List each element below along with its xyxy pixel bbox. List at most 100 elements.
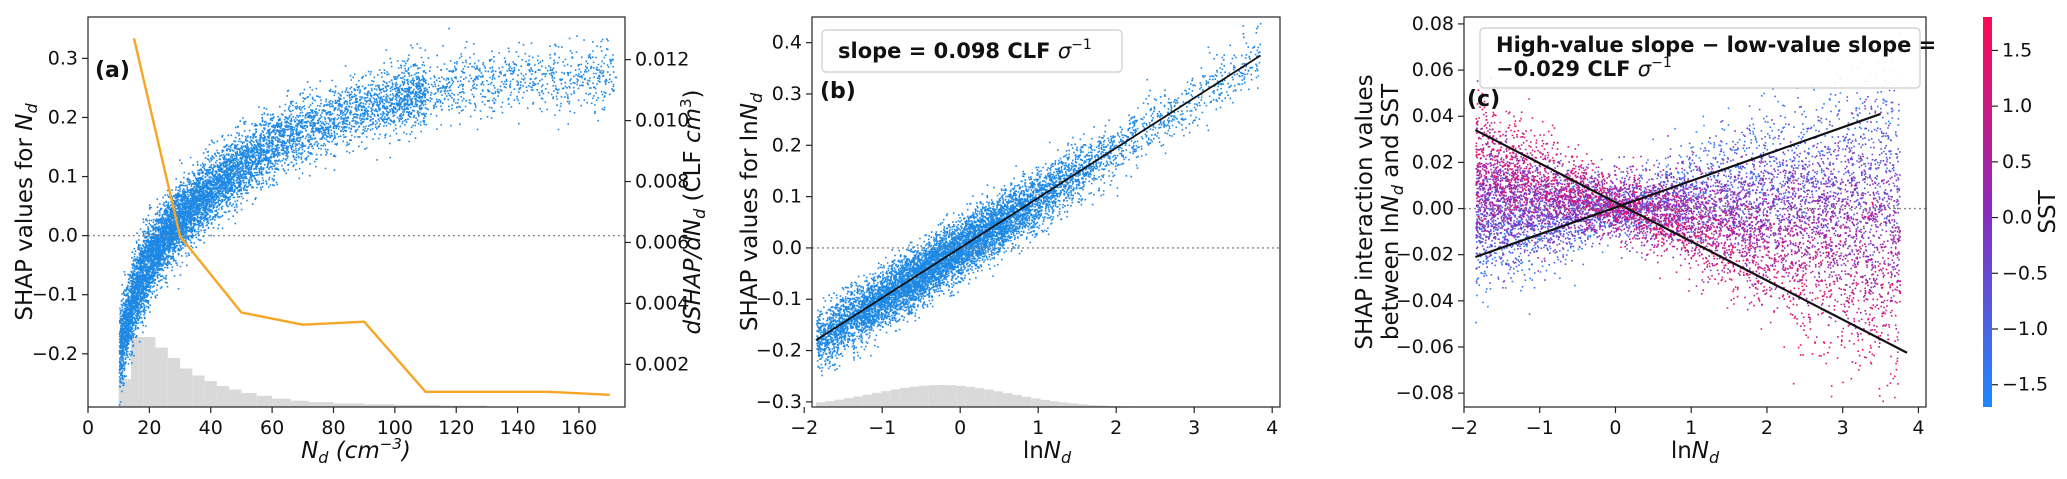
panel-c-ytick-label: 0.08 [1412, 13, 1454, 35]
panel-c-ytick-label: 0.00 [1412, 198, 1454, 220]
panel-b-ytick-label: 0.3 [772, 83, 802, 105]
panel-a-hist-bar [333, 403, 365, 407]
panel-a-y2tick-label: 0.002 [635, 353, 689, 375]
panel-a-xtick-label: 60 [260, 417, 284, 439]
panel-c-xtick-label: 3 [1837, 417, 1849, 439]
panel-a-scatter [118, 27, 618, 406]
colorbar-tick-label: 0.0 [2002, 207, 2032, 229]
panel-c-xtick-label: 2 [1761, 417, 1773, 439]
panel-b-ytick-label: −0.1 [756, 288, 802, 310]
panel-b-hist-bar [993, 391, 1004, 407]
panel-a-hist-bar [394, 404, 441, 407]
panel-b-hist-bar [872, 392, 882, 407]
panel-c-ylabel-line1: SHAP interaction values [1352, 74, 1378, 349]
panel-a-hist-bar [272, 398, 291, 407]
colorbar-label: SST [2035, 189, 2061, 233]
panel-b-hist-bar [946, 385, 957, 407]
panel-b-histogram [815, 385, 1266, 407]
panel-c-ytick-label: −0.08 [1396, 382, 1454, 404]
panel-b-y-ticks: −0.3 −0.2 −0.1 0.0 0.1 0.2 0.3 0.4 [756, 32, 812, 413]
panel-a-xtick-label: 0 [82, 417, 94, 439]
panel-b-annotation: slope = 0.098 CLF σ−1 [838, 37, 1092, 63]
panel-a-ytick-label: −0.2 [32, 343, 78, 365]
panel-a-hist-bar [167, 358, 181, 407]
panel-a-hist-bar [256, 395, 273, 407]
panel-a-xtick-label: 160 [561, 417, 597, 439]
panel-b-hist-bar [956, 385, 966, 407]
panel-c-xtick-label: 4 [1912, 417, 1924, 439]
colorbar-tick-label: −0.5 [2002, 262, 2048, 284]
panel-a-x-ticks: 0 20 40 60 80 100 120 140 160 [82, 407, 597, 439]
panel-c-ytick-label: −0.02 [1396, 244, 1454, 266]
panel-c-scatter-points [1475, 77, 1901, 385]
panel-c-annotation-line1: High-value slope − low-value slope = [1496, 33, 1936, 57]
panel-b-hist-bar [918, 385, 929, 407]
panel-a-hist-bar [216, 386, 230, 407]
panel-b-xtick-label: 3 [1188, 417, 1200, 439]
panel-b-hist-bar [1096, 405, 1107, 407]
panel-b-fit-line [815, 54, 1261, 342]
panel-a-hist-bar [229, 389, 242, 407]
panel-c-xtick-label: −2 [1450, 417, 1478, 439]
panel-b-annotation-box [821, 29, 1123, 73]
panel-b-hist-bar [825, 401, 835, 407]
panel-a-y2tick-label: 0.008 [635, 171, 689, 193]
colorbar-ticks: −1.5 −1.0 −0.5 0.0 0.5 1.0 1.5 [1992, 39, 2048, 396]
panel-c-annotation-line2: −0.029 CLF σ−1 [1496, 55, 1672, 81]
panel-a-ylabel: SHAP values for Nd [12, 103, 41, 321]
panel-c-frame [1463, 16, 1927, 408]
panel-c-label: (c) [1467, 87, 1500, 112]
panel-b-ylabel: SHAP values for lnNd [737, 92, 766, 331]
panel-a-ytick-label: 0.0 [48, 225, 78, 247]
panel-b-hist-bar [890, 389, 901, 407]
panel-c-ytick-label: 0.02 [1412, 151, 1454, 173]
panel-c-annotation-box [1479, 27, 1921, 89]
panel-c-scatter [1475, 32, 1902, 403]
panel-b-xtick-label: −2 [790, 417, 818, 439]
panel-b-hist-bar [1087, 404, 1097, 407]
colorbar-tick-label: 0.5 [2002, 151, 2032, 173]
panel-b-hist-bar [843, 398, 854, 407]
panel-a-frame [87, 16, 626, 408]
panel-a-ytick-label: 0.2 [48, 106, 78, 128]
panel-a-hist-bar [143, 337, 156, 407]
panel-a-xtick-label: 100 [377, 417, 413, 439]
panel-c-ytick-label: −0.06 [1396, 336, 1454, 358]
panel-a-y2tick-label: 0.010 [635, 110, 689, 132]
panel-b-xtick-label: 0 [954, 417, 966, 439]
panel-a-histogram [118, 337, 487, 407]
colorbar-tick-label: 1.5 [2002, 39, 2032, 61]
panel-c-scatter-points [1475, 85, 1901, 338]
panel-a-hist-bar [290, 400, 309, 407]
panel-b-hist-bar [1068, 403, 1078, 407]
panel-b-ytick-label: 0.2 [772, 134, 802, 156]
panel-b-xtick-label: 2 [1110, 417, 1122, 439]
panel-b-hist-bar [815, 402, 826, 407]
panel-a-hist-bar [192, 375, 205, 407]
panel-c-xtick-label: 1 [1685, 417, 1697, 439]
panel-c-xtick-label: 0 [1609, 417, 1621, 439]
panel-b-hist-bar [937, 385, 947, 407]
panel-a-hist-bar [308, 402, 334, 407]
panel-b-scatter-points [815, 22, 1262, 377]
panel-b-scatter [815, 22, 1262, 377]
panel-b-ytick-label: −0.3 [756, 391, 802, 413]
panel-c-high-sst-line [1474, 129, 1908, 354]
panel-b-xtick-label: 1 [1032, 417, 1044, 439]
panel-a-y-ticks: −0.2 −0.1 0.0 0.1 0.2 0.3 [32, 47, 88, 365]
panel-c: −2 −1 0 1 2 3 4 −0.08 −0.06 −0.04 −0.02 0.00 0.02 0.… [1352, 13, 2061, 467]
colorbar-tick-label: 1.0 [2002, 95, 2032, 117]
panel-a-y2tick-label: 0.006 [635, 231, 689, 253]
panel-c-xlabel: lnNd [1671, 438, 1720, 467]
panel-c-ytick-label: −0.04 [1396, 290, 1454, 312]
panel-b-hist-bar [975, 388, 985, 407]
panel-c-scatter-points [1475, 103, 1901, 387]
panel-a-y2tick-label: 0.012 [635, 49, 689, 71]
panel-c-ylabel-line2: between lnNd and SST [1378, 83, 1407, 340]
panel-a-xtick-label: 40 [199, 417, 223, 439]
panel-b-hist-bar [1040, 399, 1050, 407]
panel-c-scatter-points [1476, 92, 1902, 403]
panel-b-xlabel: lnNd [1023, 438, 1072, 467]
panel-a-xtick-label: 120 [438, 417, 474, 439]
panel-b-hist-bar [965, 386, 976, 407]
